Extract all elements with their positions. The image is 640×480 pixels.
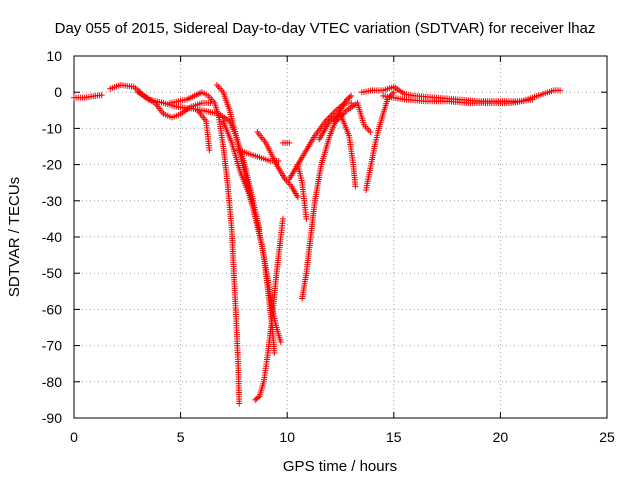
y-tick-label: 10 bbox=[46, 48, 62, 64]
y-tick-label: -50 bbox=[42, 265, 62, 281]
data-point bbox=[367, 129, 374, 136]
data-point bbox=[279, 215, 286, 222]
y-tick-label: -20 bbox=[42, 157, 62, 173]
data-point bbox=[529, 96, 536, 103]
y-axis-label: SDTVAR / TECUs bbox=[6, 177, 23, 297]
plot-frame bbox=[73, 55, 608, 419]
series-sat-o bbox=[333, 100, 374, 136]
series-sat-c bbox=[166, 89, 243, 407]
chart-title: Day 055 of 2015, Sidereal Day-to-day VTE… bbox=[55, 20, 596, 37]
data-point bbox=[346, 94, 353, 101]
y-tick-label: -90 bbox=[42, 410, 62, 426]
series-sat-j bbox=[279, 139, 293, 146]
data-point bbox=[98, 92, 105, 99]
series-sat-n bbox=[316, 110, 359, 190]
x-tick-label: 15 bbox=[386, 429, 402, 445]
series-sat-l bbox=[299, 92, 355, 302]
series-sat-early bbox=[71, 92, 105, 101]
y-tick-label: 0 bbox=[54, 84, 62, 100]
y-tick-label: -70 bbox=[42, 338, 62, 354]
series-sat-g bbox=[252, 215, 286, 403]
data-point bbox=[206, 147, 213, 154]
data-point bbox=[303, 215, 310, 222]
series-sat-p bbox=[363, 89, 397, 193]
x-tick-label: 0 bbox=[70, 429, 78, 445]
axis-ticks bbox=[73, 55, 608, 419]
y-tick-label: -10 bbox=[42, 120, 62, 136]
data-point bbox=[286, 139, 293, 146]
data-point bbox=[557, 87, 564, 94]
x-tick-label: 25 bbox=[599, 429, 615, 445]
data-point bbox=[390, 89, 397, 96]
x-tick-label: 5 bbox=[177, 429, 185, 445]
y-tick-label: -30 bbox=[42, 193, 62, 209]
series-sat-a bbox=[107, 81, 214, 121]
x-tick-label: 20 bbox=[493, 429, 509, 445]
data-point bbox=[352, 183, 359, 190]
series-sat-i bbox=[254, 129, 301, 201]
series-sat-r bbox=[380, 92, 536, 107]
data-point bbox=[255, 394, 262, 401]
data-point bbox=[294, 194, 301, 201]
data-point bbox=[277, 338, 284, 345]
y-tick-label: -80 bbox=[42, 374, 62, 390]
series-sat-m bbox=[294, 161, 310, 222]
x-axis-label: GPS time / hours bbox=[283, 458, 397, 475]
data-point bbox=[348, 92, 355, 99]
data-point bbox=[271, 349, 278, 356]
y-tick-label: -40 bbox=[42, 229, 62, 245]
x-tick-labels: 0 5 10 15 20 25 bbox=[70, 429, 615, 445]
data-markers bbox=[71, 81, 564, 407]
y-tick-labels: 10 0 -10 -20 -30 -40 -50 -60 -70 -80 -90 bbox=[42, 48, 62, 426]
y-tick-label: -60 bbox=[42, 301, 62, 317]
series-sat-e bbox=[194, 107, 213, 154]
data-point bbox=[236, 400, 243, 407]
x-tick-label: 10 bbox=[279, 429, 295, 445]
